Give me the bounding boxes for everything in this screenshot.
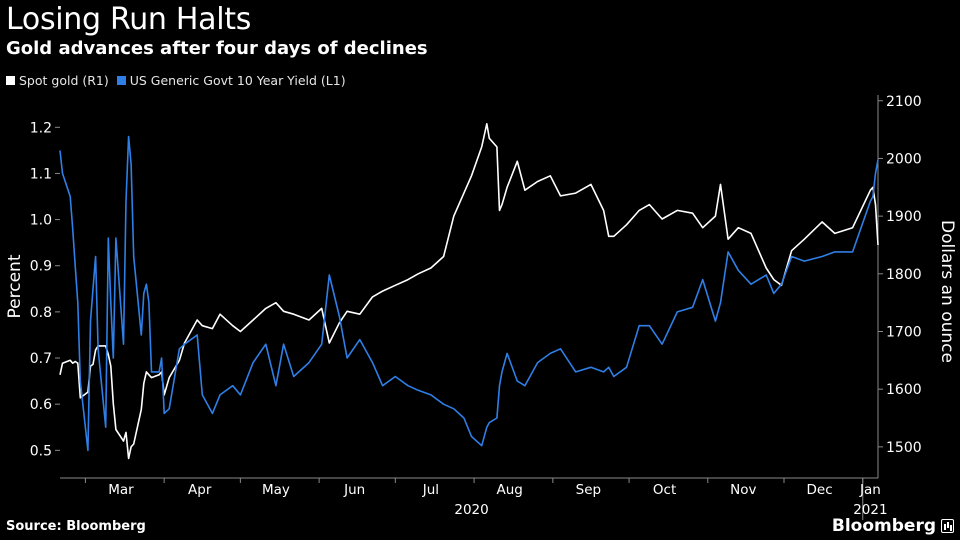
x-year-label: 2021 bbox=[853, 502, 887, 518]
left-tick-label: 1.2 bbox=[30, 120, 52, 136]
bloomberg-logo: Bloomberg bbox=[832, 516, 954, 536]
x-month-label: Sep bbox=[576, 482, 601, 498]
left-tick-label: 0.7 bbox=[30, 351, 52, 367]
legend-swatch-yield bbox=[116, 76, 126, 85]
right-tick-label: 1500 bbox=[886, 440, 922, 456]
x-month-label: Aug bbox=[496, 482, 522, 498]
left-tick-label: 0.8 bbox=[30, 305, 52, 321]
legend-item-gold: Spot gold (R1) bbox=[6, 73, 109, 88]
legend-label-gold: Spot gold (R1) bbox=[19, 73, 109, 88]
axes bbox=[55, 95, 883, 520]
left-tick-label: 0.9 bbox=[30, 259, 52, 275]
right-tick-label: 1800 bbox=[886, 267, 922, 283]
legend-swatch-gold bbox=[6, 76, 15, 85]
series-line-10y-yield bbox=[59, 135, 879, 452]
right-tick-label: 1900 bbox=[886, 209, 922, 225]
axis-labels: 0.5 0.6 0.7 0.8 0.9 1.0 1.1 1.2 1500 1600 1700 1800… bbox=[5, 94, 957, 518]
left-tick-label: 0.5 bbox=[30, 443, 52, 459]
x-year-label: 2020 bbox=[454, 502, 488, 518]
x-month-label: Oct bbox=[653, 482, 676, 498]
left-tick-label: 1.1 bbox=[30, 166, 52, 182]
x-month-label: Jan bbox=[859, 482, 881, 498]
left-tick-label: 0.6 bbox=[30, 397, 52, 413]
chart-subtitle: Gold advances after four days of decline… bbox=[6, 38, 428, 59]
x-month-label: Jul bbox=[422, 482, 439, 498]
x-month-label: Dec bbox=[807, 482, 833, 498]
legend: Spot gold (R1) US Generic Govt 10 Year Y… bbox=[6, 73, 346, 88]
legend-item-yield: US Generic Govt 10 Year Yield (L1) bbox=[116, 73, 346, 88]
x-month-label: Nov bbox=[730, 482, 756, 498]
series-line-spot-gold bbox=[59, 123, 879, 460]
chart-title: Losing Run Halts bbox=[6, 2, 252, 37]
right-axis-title: Dollars an ounce bbox=[937, 220, 957, 363]
x-month-label: May bbox=[262, 482, 290, 498]
left-tick-label: 1.0 bbox=[30, 213, 52, 229]
brand-name: Bloomberg bbox=[831, 516, 936, 536]
legend-label-yield: US Generic Govt 10 Year Yield (L1) bbox=[129, 73, 346, 88]
x-month-label: Jun bbox=[343, 482, 365, 498]
x-month-label: Apr bbox=[188, 482, 212, 498]
chart-glyph-icon bbox=[941, 519, 954, 533]
left-axis-title: Percent bbox=[5, 254, 25, 318]
series-layer bbox=[59, 123, 879, 460]
source-note: Source: Bloomberg bbox=[6, 519, 146, 534]
x-month-label: Mar bbox=[108, 482, 134, 498]
right-tick-label: 1700 bbox=[886, 324, 922, 340]
right-tick-label: 2000 bbox=[886, 151, 922, 167]
right-tick-label: 1600 bbox=[886, 382, 922, 398]
right-tick-label: 2100 bbox=[886, 94, 922, 110]
